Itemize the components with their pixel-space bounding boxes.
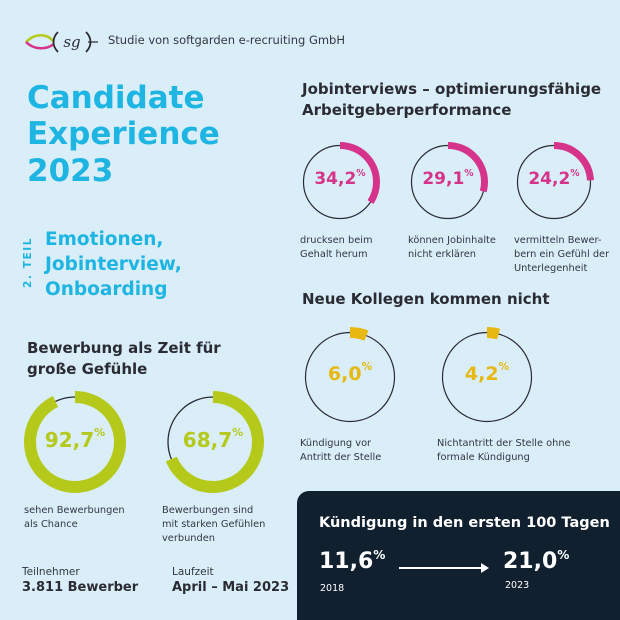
stat-caption: können Jobinhalte nicht erklären	[408, 234, 496, 262]
ring-stat: 92,7%	[24, 391, 126, 493]
ring-chart	[162, 391, 264, 493]
period-value: April – Mai 2023	[172, 580, 290, 595]
stat-caption: Nichtantritt der Stelle ohne formale Kün…	[437, 437, 571, 465]
caption-line: Nichtantritt der Stelle ohne	[437, 438, 571, 449]
ring-stat: 68,7%	[162, 391, 264, 493]
arrow-right-icon	[399, 563, 489, 573]
subtitle-line: Emotionen,	[45, 229, 164, 250]
part-label-wrap: 2. TEIL	[22, 228, 38, 290]
ring-chart	[24, 391, 126, 493]
ring-stat: 4,2%	[437, 327, 537, 427]
ring-stat: 34,2%	[300, 142, 380, 222]
participants-label: Teilnehmer	[22, 566, 80, 578]
kuendigung-to-value: 21,0%	[503, 547, 570, 574]
stat-value: 24,2%	[528, 167, 580, 189]
kuendigung-from-value: 11,6%	[319, 547, 386, 574]
caption-line: als Chance	[24, 519, 78, 531]
ring-chart	[300, 142, 380, 222]
jobinterviews-heading: Jobinterviews – optimierungsfähige Arbei…	[302, 79, 601, 120]
stat-caption: Kündigung vor Antritt der Stelle	[300, 437, 381, 465]
ring-progress-arc	[437, 327, 537, 427]
bewerbung-heading: Bewerbung als Zeit für große Gefühle	[27, 338, 221, 379]
stat-caption: sehen Bewerbungen als Chance	[24, 504, 125, 532]
ring-progress-arc	[300, 327, 400, 427]
caption-line: mit starken Gefühlen	[162, 519, 266, 531]
ring-chart	[437, 327, 537, 427]
participants-value: 3.811 Bewerber	[22, 580, 139, 595]
kollegen-heading: Neue Kollegen kommen nicht	[302, 290, 550, 308]
title-line: Candidate	[27, 80, 205, 116]
stat-value: 68,7%	[182, 426, 244, 452]
title-line: 2023	[27, 152, 114, 189]
caption-line: bern ein Gefühl der	[514, 249, 610, 261]
caption-line: Antritt der Stelle	[300, 452, 382, 464]
heading-line: Jobinterviews – optimierungsfähige	[302, 80, 602, 98]
subtitle-line: Jobinterview,	[45, 253, 182, 275]
kuendigung-title: Kündigung in den ersten 100 Tagen	[319, 515, 610, 531]
title-line: Experience	[27, 116, 220, 153]
ring-chart	[408, 142, 488, 222]
caption-line: Bewerbungen sind	[162, 505, 254, 516]
ring-stat: 6,0%	[300, 327, 400, 427]
heading-line: Bewerbung als Zeit für	[27, 339, 221, 357]
caption-line: Gehalt herum	[300, 249, 368, 261]
ring-progress-arc	[514, 142, 594, 222]
stat-caption: vermitteln Bewer- bern ein Gefühl der Un…	[514, 234, 609, 277]
kuendigung-from-year: 2018	[320, 583, 345, 594]
caption-line: vermitteln Bewer-	[514, 235, 602, 246]
stat-value: 92,7%	[44, 426, 106, 452]
subtitle: Emotionen, Jobinterview, Onboarding	[45, 228, 182, 302]
ring-progress-arc	[300, 142, 380, 222]
page-title: Candidate Experience 2023	[27, 80, 220, 189]
kuendigung-panel	[297, 491, 620, 620]
kuendigung-to-year: 2023	[505, 580, 530, 591]
heading-line: Arbeitgeberperformance	[302, 100, 512, 119]
ring-stat: 24,2%	[514, 142, 594, 222]
heading-line: große Gefühle	[27, 359, 148, 378]
ring-stat: 29,1%	[408, 142, 488, 222]
caption-line: Kündigung vor	[300, 438, 372, 449]
period-label: Laufzeit	[172, 566, 214, 578]
ring-progress-arc	[162, 391, 264, 493]
caption-line: Unterlegenheit	[514, 263, 588, 275]
softgarden-logo: sg	[24, 28, 98, 58]
caption-line: drucksen beim	[300, 235, 373, 246]
stat-value: 34,2%	[314, 167, 366, 189]
ring-progress-arc	[408, 142, 488, 222]
stat-caption: Bewerbungen sind mit starken Gefühlen ve…	[162, 504, 265, 547]
part-label: 2. TEIL	[22, 236, 34, 288]
stat-value: 6,0%	[327, 361, 373, 385]
caption-line: verbunden	[162, 533, 215, 545]
ring-progress-arc	[24, 391, 126, 493]
stat-caption: drucksen beim Gehalt herum	[300, 234, 372, 262]
caption-line: nicht erklären	[408, 249, 476, 261]
subtitle-line: Onboarding	[45, 278, 168, 300]
logo-text: sg	[63, 33, 80, 51]
caption-line: können Jobinhalte	[408, 235, 496, 246]
stat-value: 29,1%	[422, 167, 474, 189]
ring-chart	[514, 142, 594, 222]
ring-chart	[300, 327, 400, 427]
caption-line: sehen Bewerbungen	[24, 505, 125, 516]
study-credit: Studie von softgarden e-recruiting GmbH	[108, 33, 346, 47]
stat-value: 4,2%	[464, 361, 510, 385]
caption-line: formale Kündigung	[437, 452, 530, 464]
